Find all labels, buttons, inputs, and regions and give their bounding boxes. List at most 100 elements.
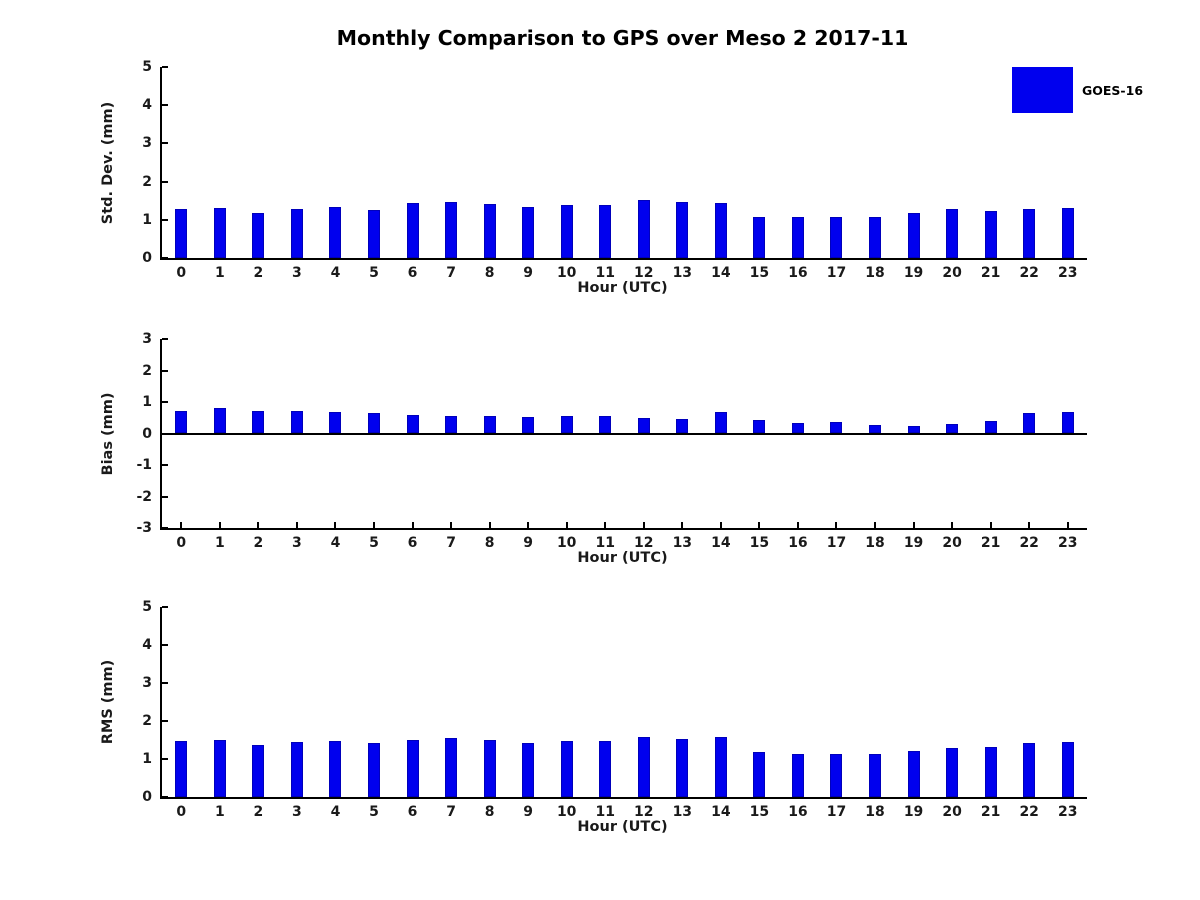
x-tick [796,522,799,528]
x-tick-label: 12 [634,804,654,820]
x-tick-label: 9 [523,804,534,820]
y-tick [162,66,168,68]
chart-title: Monthly Comparison to GPS over Meso 2 20… [336,26,909,50]
x-tick-label: 8 [484,535,495,551]
x-tick-label: 12 [634,265,654,281]
x-tick [758,522,761,528]
bar-hour-5 [367,209,380,258]
bar-hour-3 [290,411,303,434]
bar-hour-3 [290,742,303,797]
bar-hour-13 [676,202,689,258]
bar-hour-5 [367,743,380,797]
bar-hour-1 [213,207,226,258]
y-tick-label: 5 [142,59,152,75]
x-tick-label: 19 [903,535,924,551]
x-axis-label-bias: Hour (UTC) [577,550,668,566]
bar-hour-11 [599,741,612,797]
bar-hour-15 [753,217,766,258]
bar-hour-17 [830,216,843,258]
x-tick-label: 7 [446,804,456,820]
x-tick-label: 20 [942,535,962,551]
x-tick-label: 6 [407,804,418,820]
x-tick-label: 8 [484,804,495,820]
y-tick-label: -1 [136,457,152,473]
x-tick-label: 23 [1057,265,1078,281]
x-tick-label: 1 [214,535,225,551]
x-tick-label: 13 [672,804,693,820]
bar-hour-21 [984,747,997,797]
bar-hour-16 [791,422,804,434]
x-tick-label: 19 [903,265,924,281]
bar-hour-23 [1061,741,1074,797]
x-tick-label: 4 [330,265,341,281]
bar-hour-14 [714,736,727,797]
y-tick [162,180,168,183]
y-tick-label: 1 [142,751,152,767]
x-tick-label: 7 [446,535,456,551]
x-tick-label: 22 [1019,535,1039,551]
bar-hour-4 [329,207,342,258]
bar-hour-18 [869,425,882,434]
bar-hour-6 [406,203,419,258]
subplot-std-dev: Std. Dev. (mm) 0 1 2 3 4 5 0 1 2 3 4 5 6 7 8 9 10 11 12 13 1… [100,59,1087,296]
x-tick [488,522,491,528]
y-tick-label: 4 [142,97,152,114]
x-tick [912,522,915,528]
x-tick-label: 20 [942,265,962,281]
x-tick-label: 11 [595,804,615,820]
bar-hour-8 [483,416,496,434]
bar-hour-10 [560,205,573,258]
y-tick [162,142,168,145]
x-tick-label: 17 [826,265,847,281]
x-tick [295,522,298,528]
x-tick-label: 11 [595,265,615,281]
x-tick-label: 14 [711,535,731,551]
y-tick-label: 4 [142,637,152,653]
x-tick-label: 23 [1057,535,1078,551]
bar-hour-18 [869,216,882,258]
y-tick [162,495,168,498]
x-tick-label: 5 [369,535,379,551]
y-tick-label: 5 [142,599,152,615]
x-tick-label: 22 [1019,804,1039,820]
plot-area-bias: -3 -2 -1 0 1 2 3 0 1 2 3 4 5 6 7 8 9 10 11 12 13 14 15 16 17 18 19… [136,331,1087,551]
x-tick-label: 3 [292,535,302,551]
bar-hour-11 [599,416,612,434]
y-tick-label: -3 [136,520,152,536]
bar-hour-7 [445,415,458,434]
bar-hour-0 [175,741,188,797]
x-tick-label: 17 [826,804,847,820]
y-tick [162,796,168,798]
bar-hour-17 [830,754,843,797]
y-tick [162,369,168,372]
bar-hour-4 [329,412,342,434]
x-tick-label: 10 [556,804,577,820]
bar-hour-9 [522,743,535,797]
bar-hour-3 [290,209,303,258]
bar-hour-18 [869,754,882,797]
y-tick [162,257,168,259]
x-tick [951,522,954,528]
x-tick-label: 3 [292,265,302,281]
x-tick-label: 3 [292,804,302,820]
bar-hour-6 [406,415,419,434]
bar-hour-13 [676,738,689,797]
x-tick [180,522,183,528]
subplot-rms: RMS (mm) 0 1 2 3 4 5 0 1 2 3 4 5 6 7 8 9 10 11 12 13 14 15 16 1… [100,599,1087,835]
bar-hour-15 [753,419,766,434]
bar-hour-21 [984,421,997,434]
x-tick [527,522,530,528]
x-tick-label: 0 [176,804,187,820]
subplot-bias: Bias (mm) -3 -2 -1 0 1 2 3 0 1 2 3 4 5 6 7 8 9 10 11 12 13 14… [100,331,1087,566]
x-tick-label: 0 [176,265,187,281]
bar-hour-20 [946,209,959,258]
bar-hour-15 [753,752,766,797]
y-tick [162,758,168,760]
x-tick-label: 16 [788,804,808,820]
x-tick-label: 19 [903,804,924,820]
x-tick-label: 5 [369,265,379,281]
bar-hour-9 [522,206,535,258]
y-tick-label: 3 [142,135,152,152]
plot-area-rms: 0 1 2 3 4 5 0 1 2 3 4 5 6 7 8 9 10 11 12 13 14 15 16 17 18 19 20 21… [142,599,1087,820]
y-tick [162,720,168,722]
